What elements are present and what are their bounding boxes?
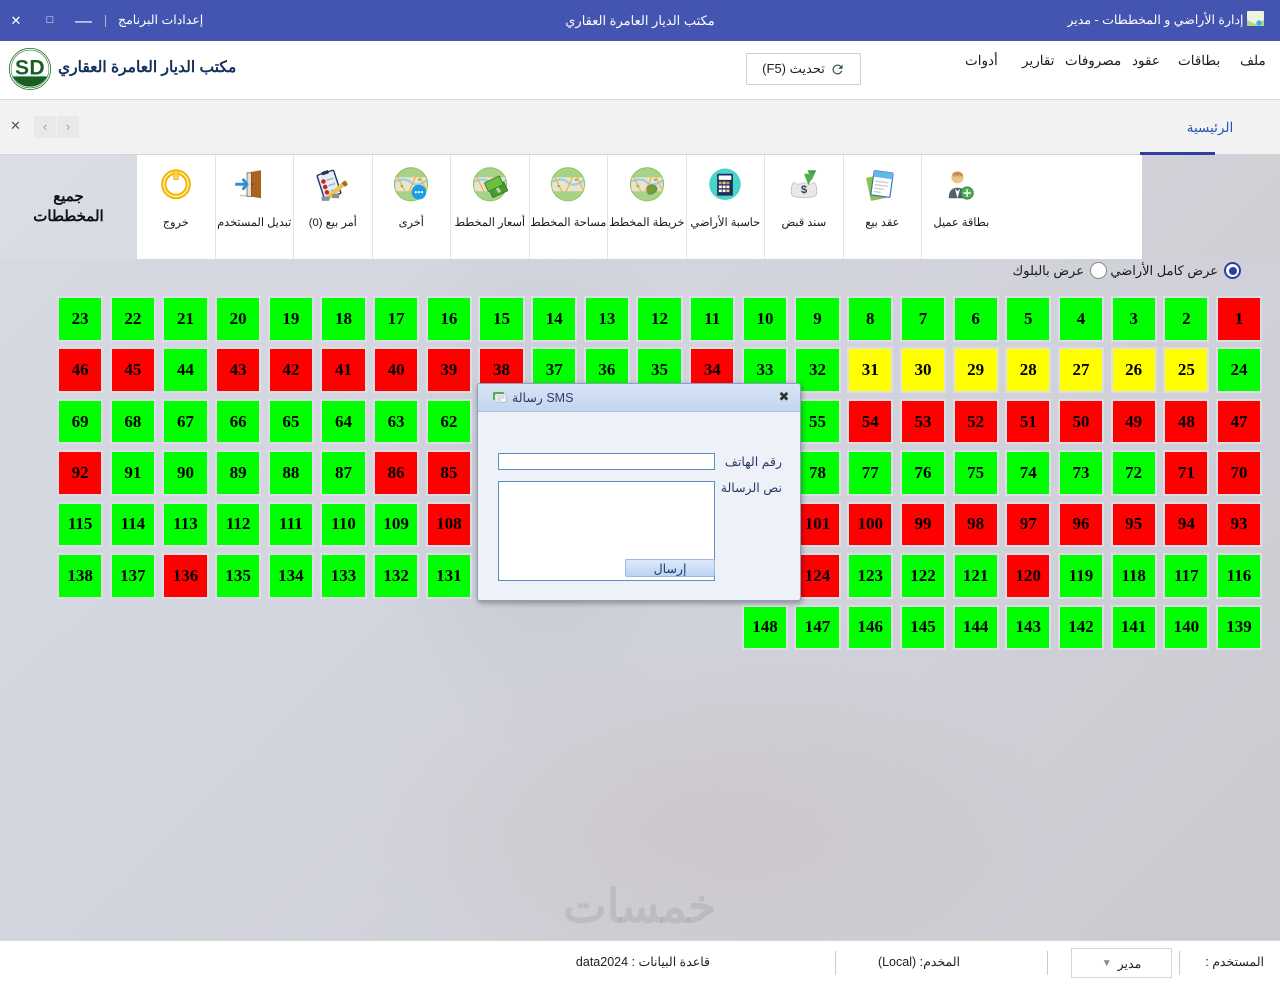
- svg-text:$: $: [801, 184, 808, 196]
- svg-text:D: D: [29, 57, 44, 80]
- svg-text:S: S: [15, 57, 29, 80]
